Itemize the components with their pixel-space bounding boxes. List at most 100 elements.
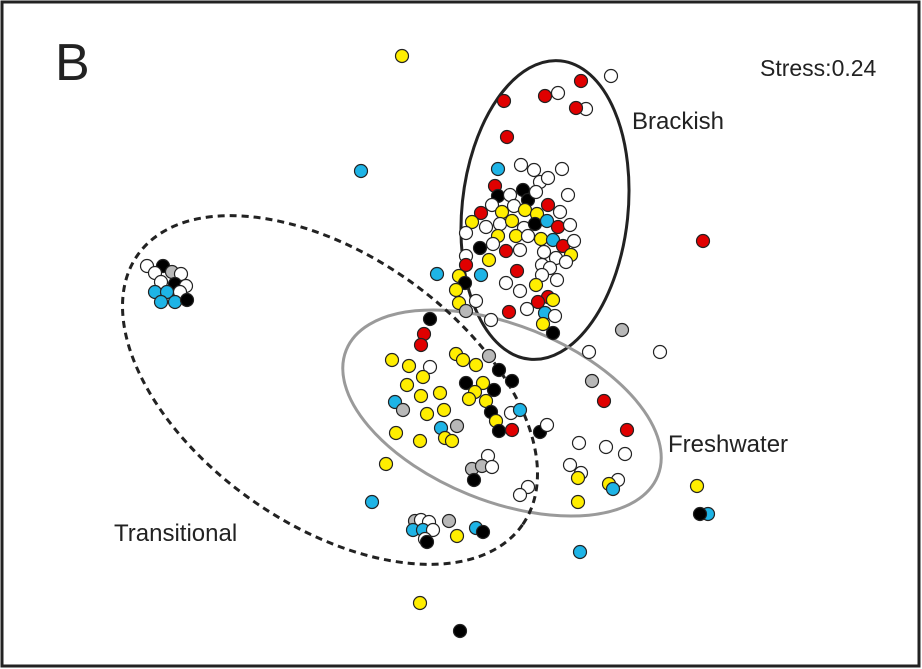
point-yellow — [508, 228, 524, 244]
point-white — [617, 446, 633, 462]
point-gray — [584, 373, 600, 389]
point-black — [486, 382, 502, 398]
point-cyan — [167, 294, 183, 310]
point-white — [581, 344, 597, 360]
point-yellow — [384, 352, 400, 368]
point-white — [483, 312, 499, 328]
point-yellow — [570, 470, 586, 486]
point-black — [491, 362, 507, 378]
group-ellipses — [121, 59, 663, 566]
point-yellow — [504, 213, 520, 229]
point-white — [552, 204, 568, 220]
point-red — [458, 257, 474, 273]
point-yellow — [412, 595, 428, 611]
point-white — [652, 344, 668, 360]
point-white — [520, 228, 536, 244]
point-white — [536, 244, 552, 260]
point-red — [540, 197, 556, 213]
point-yellow — [517, 202, 533, 218]
point-white — [528, 184, 544, 200]
point-black — [545, 325, 561, 341]
point-gray — [614, 322, 630, 338]
point-yellow — [528, 277, 544, 293]
point-cyan — [605, 481, 621, 497]
point-white — [512, 487, 528, 503]
point-yellow — [448, 282, 464, 298]
point-white — [526, 162, 542, 178]
point-white — [540, 170, 556, 186]
point-white — [558, 254, 574, 270]
point-white — [484, 197, 500, 213]
point-white — [519, 301, 535, 317]
point-red — [619, 422, 635, 438]
point-white — [547, 308, 563, 324]
ellipse-transitional — [121, 214, 539, 566]
point-cyan — [473, 267, 489, 283]
point-white — [458, 225, 474, 241]
point-white — [468, 293, 484, 309]
point-black — [472, 240, 488, 256]
point-black — [475, 524, 491, 540]
point-yellow — [481, 252, 497, 268]
point-red — [501, 304, 517, 320]
point-red — [413, 337, 429, 353]
point-red — [498, 243, 514, 259]
point-cyan — [572, 544, 588, 560]
point-yellow — [399, 377, 415, 393]
group-label-brackish: Brackish — [632, 108, 724, 135]
point-white — [478, 219, 494, 235]
point-cyan — [429, 266, 445, 282]
group-label-transitional: Transitional — [114, 520, 237, 547]
point-yellow — [388, 425, 404, 441]
point-yellow — [455, 352, 471, 368]
point-red — [499, 129, 515, 145]
data-points — [139, 48, 716, 639]
point-white — [485, 236, 501, 252]
point-red — [537, 88, 553, 104]
point-black — [466, 472, 482, 488]
point-cyan — [153, 294, 169, 310]
point-red — [504, 422, 520, 438]
point-cyan — [490, 161, 506, 177]
point-black — [458, 375, 474, 391]
point-yellow — [412, 433, 428, 449]
point-black — [419, 534, 435, 550]
point-yellow — [378, 456, 394, 472]
point-gray — [481, 348, 497, 364]
point-gray — [395, 402, 411, 418]
ellipse-freshwater — [341, 308, 663, 518]
point-white — [512, 283, 528, 299]
point-cyan — [512, 402, 528, 418]
point-yellow — [413, 388, 429, 404]
point-black — [692, 506, 708, 522]
point-white — [560, 187, 576, 203]
point-white — [512, 242, 528, 258]
point-black — [491, 423, 507, 439]
point-yellow — [545, 292, 561, 308]
panel-label: B — [55, 34, 90, 92]
point-red — [568, 100, 584, 116]
point-gray — [441, 513, 457, 529]
point-white — [425, 522, 441, 538]
point-gray — [458, 303, 474, 319]
point-yellow — [436, 402, 452, 418]
group-label-freshwater: Freshwater — [668, 431, 788, 458]
point-red — [509, 263, 525, 279]
point-cyan — [539, 213, 555, 229]
point-yellow — [394, 48, 410, 64]
point-yellow — [461, 391, 477, 407]
ellipse-brackish — [459, 59, 631, 361]
point-yellow — [535, 316, 551, 332]
point-red — [573, 73, 589, 89]
point-white — [498, 275, 514, 291]
point-yellow — [533, 231, 549, 247]
point-white — [539, 417, 555, 433]
point-white — [513, 157, 529, 173]
point-yellow — [464, 214, 480, 230]
point-white — [566, 233, 582, 249]
point-cyan — [364, 494, 380, 510]
point-black — [527, 216, 543, 232]
point-white — [562, 217, 578, 233]
point-red — [550, 219, 566, 235]
